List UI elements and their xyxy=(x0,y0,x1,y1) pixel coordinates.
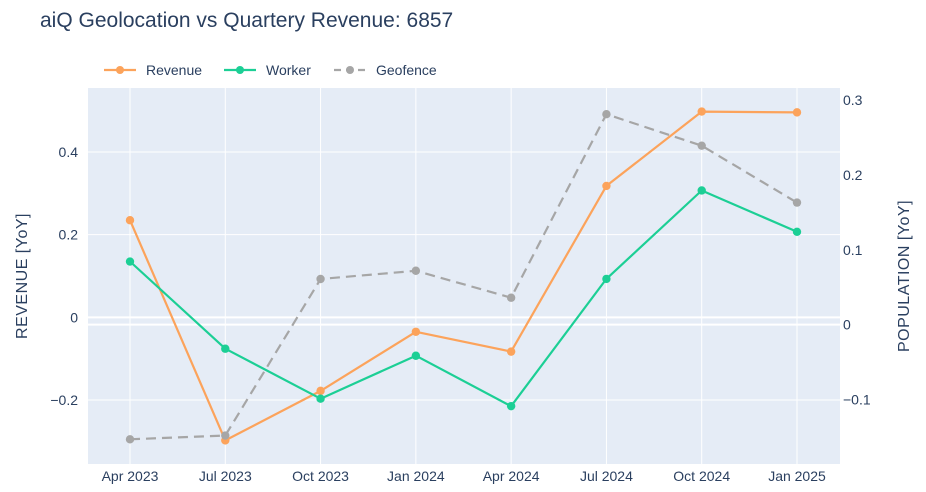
x-tick-label: Jul 2023 xyxy=(199,468,252,484)
plot-area xyxy=(88,88,840,464)
chart-title: aiQ Geolocation vs Quartery Revenue: 685… xyxy=(40,9,453,32)
x-tick-label: Jan 2024 xyxy=(387,468,445,484)
y-right-tick-label: 0.3 xyxy=(843,92,863,108)
series-layer xyxy=(125,107,802,445)
y-left-tick-label: 0 xyxy=(70,309,78,325)
data-point-worker xyxy=(125,257,135,266)
data-point-revenue xyxy=(792,108,802,117)
data-point-geofence xyxy=(792,198,802,207)
legend-label-worker: Worker xyxy=(266,62,311,78)
data-point-geofence xyxy=(506,293,516,302)
y-right-tick-label: 0.1 xyxy=(843,242,863,258)
series-line-worker xyxy=(129,189,798,408)
data-point-worker xyxy=(697,186,706,195)
legend-marker-worker xyxy=(236,66,244,74)
x-tick-label: Oct 2023 xyxy=(292,468,349,484)
legend-marker-revenue xyxy=(116,66,124,74)
data-point-revenue xyxy=(125,216,135,225)
data-point-revenue xyxy=(506,347,516,356)
data-point-worker xyxy=(792,227,802,236)
y-right-tick-label: 0.2 xyxy=(843,167,863,183)
legend-label-geofence: Geofence xyxy=(376,62,437,78)
x-tick-label: Apr 2023 xyxy=(102,468,159,484)
legend: Revenue Worker Geofence xyxy=(104,62,437,78)
x-tick-label: Apr 2024 xyxy=(483,468,540,484)
x-tick-label: Jan 2025 xyxy=(768,468,826,484)
y-left-tick-label: −0.2 xyxy=(50,392,78,408)
data-point-worker xyxy=(221,344,230,353)
y-axis-right-title: POPULATION [YoY] xyxy=(896,200,913,352)
data-point-geofence xyxy=(316,274,325,284)
x-tick-label: Jul 2024 xyxy=(580,468,633,484)
data-point-revenue xyxy=(316,386,325,396)
series-line-revenue xyxy=(128,110,798,442)
data-point-worker xyxy=(411,351,421,360)
legend-label-revenue: Revenue xyxy=(146,62,202,78)
y-right-tick-label: 0 xyxy=(843,317,851,333)
data-point-worker xyxy=(506,401,516,411)
data-point-worker xyxy=(602,274,611,284)
legend-marker-geofence xyxy=(346,66,354,74)
y-axis-left-title: REVENUE [YoY] xyxy=(14,213,31,339)
data-point-revenue xyxy=(697,107,706,116)
data-point-geofence xyxy=(125,435,135,444)
tick-labels: Apr 2023 Jul 2023 Oct 2023 Jan 2024 Apr 2024… xyxy=(50,92,870,484)
x-tick-label: Oct 2024 xyxy=(673,468,730,484)
data-point-revenue xyxy=(411,327,421,336)
series-line-geofence xyxy=(129,113,798,441)
data-point-worker xyxy=(316,394,325,403)
data-point-revenue xyxy=(602,181,611,191)
data-point-geofence xyxy=(411,266,421,275)
y-left-tick-label: 0.2 xyxy=(59,227,79,243)
zero-lines xyxy=(88,316,840,326)
y-right-tick-label: −0.1 xyxy=(843,392,871,408)
y-left-tick-label: 0.4 xyxy=(59,144,79,160)
data-point-geofence xyxy=(221,431,230,440)
data-point-geofence xyxy=(602,110,611,119)
data-point-geofence xyxy=(697,141,706,150)
